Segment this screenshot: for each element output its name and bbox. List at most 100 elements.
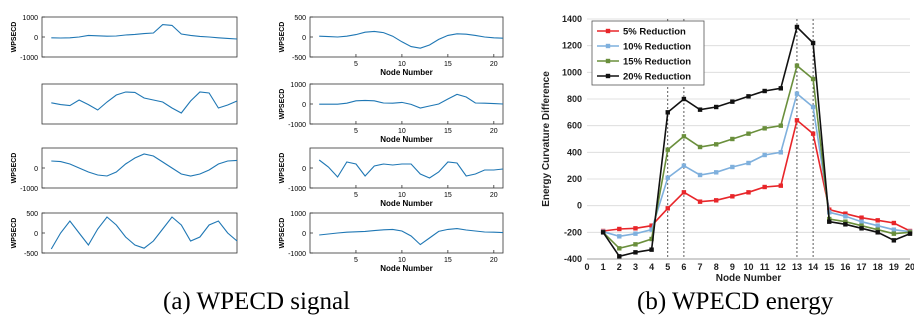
x-tick-label: 20 [905,262,914,272]
series-line [603,118,911,232]
data-point [681,163,687,168]
data-point [681,190,687,195]
legend: 5% Reduction 10% Reduction 15% Reduction 20… [591,20,705,86]
x-tick-label: 20 [490,192,498,199]
y-tick-label: 500 [26,211,38,218]
y-tick-label: -1000 [288,251,306,258]
y-tick-label: 1000 [290,211,306,218]
x-axis-label: Node Number [716,273,782,284]
x-tick-label: 20 [490,128,498,135]
data-point [810,40,816,46]
data-point [617,254,622,259]
subplot-a-8: 1000 0 -1000 5 10 15 20 WPSECD Node Number [279,211,504,273]
x-tick-label: 4 [649,262,654,272]
x-tick-label: 15 [444,192,452,199]
legend-label: 5% Reduction [623,27,686,38]
plot-frame [41,83,238,125]
x-tick-label: 15 [444,257,452,264]
subplot-a-7: 500 0 -500 WPSECD [11,211,238,258]
data-point [665,110,670,115]
data-point [697,144,703,150]
data-point [778,150,783,155]
data-point [762,126,767,131]
x-tick-label: 19 [889,262,899,272]
x-tick-label: 5 [354,257,358,264]
data-point [633,231,638,236]
y-tick-label: 0 [302,166,306,173]
data-point [810,131,816,136]
y-tick-label: 0 [34,166,38,173]
series-line [51,24,238,40]
data-point [810,76,816,82]
x-tick-label: 15 [444,128,452,135]
y-tick-label: 0 [577,201,582,211]
data-point [843,219,848,224]
x-tick-label: 15 [824,262,834,272]
x-tick-label: 10 [743,262,753,272]
legend-label: 10% Reduction [623,42,691,53]
data-point [891,231,897,236]
y-axis-label: WPSECD [279,22,286,53]
data-point [649,227,654,232]
y-tick-label: 600 [567,121,582,131]
x-tick-label: 12 [776,262,786,272]
x-tick-label: 11 [760,262,770,272]
x-tick-label: 5 [665,262,670,272]
data-point [762,88,767,94]
x-tick-label: 2 [617,262,622,272]
data-point [681,134,687,139]
data-point [714,198,719,203]
x-axis-label: Node Number [380,199,432,208]
y-tick-label: 1000 [290,82,306,89]
data-point [617,246,622,251]
data-point [907,231,913,236]
data-point [891,220,897,226]
data-point [617,234,622,239]
y-axis-label: Energy Curvature Difference [541,71,552,207]
series-line [318,159,504,179]
caption-b: (b) WPECD energy [637,288,834,315]
data-point [746,131,751,136]
x-tick-label: 0 [584,262,589,272]
subplot-a-3 [41,83,238,125]
series-10-reduction [600,91,913,239]
series-line [319,228,504,246]
data-point [665,206,670,211]
subplot-a-2: 500 0 -500 5 10 15 20 WPSECD Node Number [279,15,504,77]
legend-marker [605,43,611,49]
y-axis-label: WPSECD [11,218,18,249]
data-point [746,160,751,166]
y-tick-label: -500 [24,251,38,258]
y-axis-label: WPSECD [279,153,286,184]
subplot-a-4: 1000 0 -1000 5 10 15 20 WPSECD Node Number [279,82,504,144]
y-tick-label: 800 [567,94,582,104]
data-point [875,223,880,228]
y-axis-label: WPSECD [279,89,286,120]
plot-frame [41,147,238,189]
caption-a: (a) WPECD signal [163,288,351,315]
y-tick-label: 500 [294,15,306,22]
x-tick-label: 16 [840,262,850,272]
y-tick-label: 0 [302,102,306,109]
data-point [649,223,654,228]
data-point [875,218,880,223]
x-tick-label: 1 [601,262,606,272]
y-tick-label: 0 [34,35,38,42]
legend-marker [605,73,611,79]
y-tick-label: 0 [302,231,306,238]
data-point [649,236,654,242]
y-tick-label: 1000 [562,67,582,77]
x-tick-label: 15 [444,61,452,68]
data-point [778,123,783,128]
data-point [665,147,670,152]
x-axis-label: Node Number [380,135,432,144]
subplot-a-6: 0 -1000 5 10 15 20 WPSECD Node Number [279,147,504,208]
plot-frame [309,147,504,189]
series-line [602,92,911,238]
data-point [843,214,848,219]
x-tick-label: 8 [714,262,719,272]
data-point [794,118,800,123]
legend-label: 20% Reduction [623,72,691,83]
series-line [51,153,238,177]
